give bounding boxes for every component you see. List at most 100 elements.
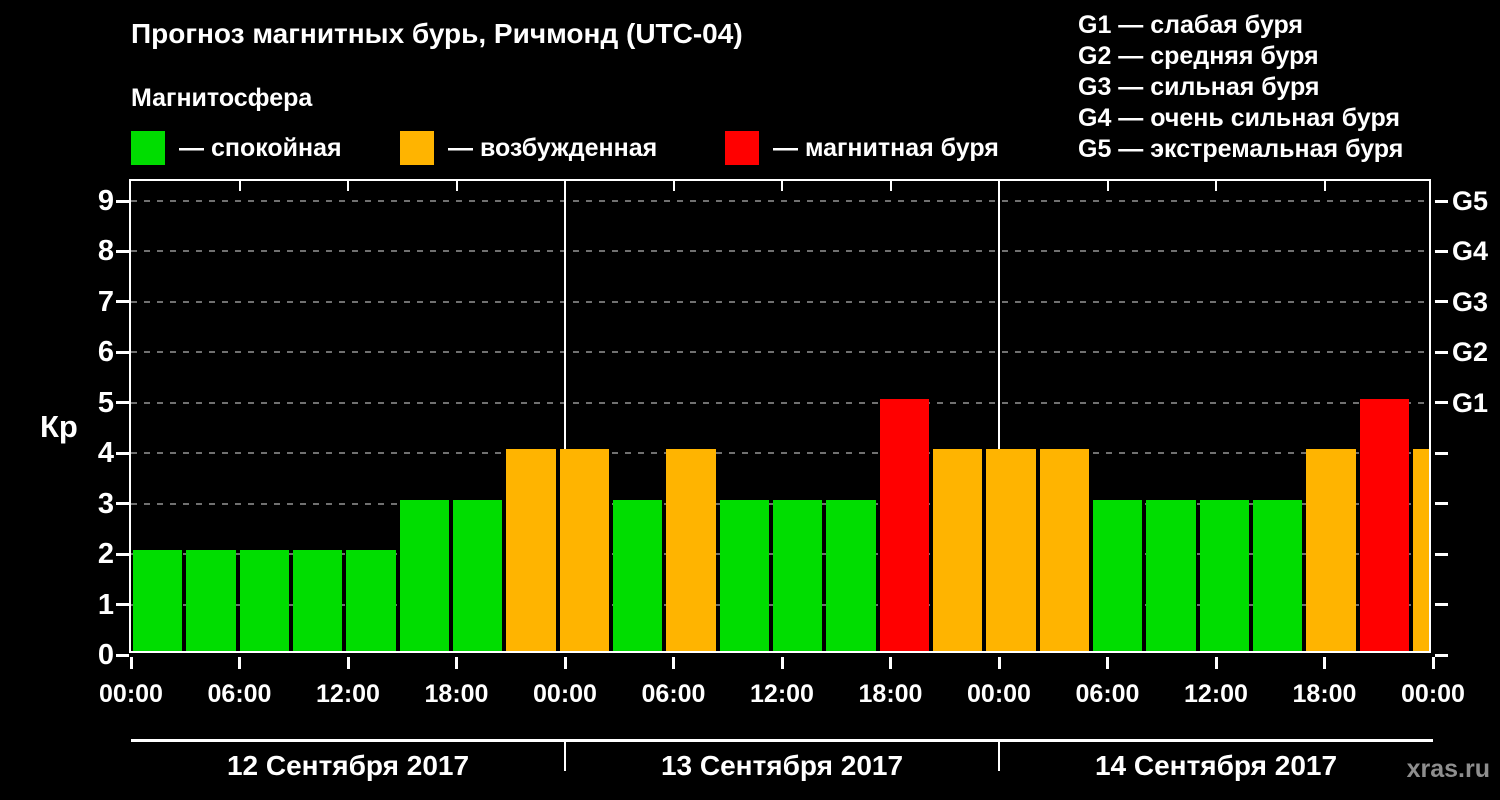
x-tick-label: 00:00 <box>533 680 597 708</box>
chart-title: Прогноз магнитных бурь, Ричмонд (UTC-04) <box>131 18 743 49</box>
y-tick-label: 0 <box>97 639 114 671</box>
x-tick-label: 18:00 <box>1292 680 1357 708</box>
x-tick-mark-bottom <box>563 657 567 669</box>
legend-item-storm: — магнитная буря <box>725 130 999 166</box>
x-tick-mark-bottom <box>1214 657 1218 669</box>
x-tick-mark-top <box>672 181 675 191</box>
g-scale-legend-item: G5 — экстремальная буря <box>1078 135 1404 163</box>
kp-bar <box>293 550 343 651</box>
x-tick-mark-top <box>1106 181 1109 191</box>
right-axis-label-g1: G1 <box>1452 387 1489 418</box>
y-tick-mark-right <box>1435 653 1448 657</box>
x-tick-label: 12:00 <box>316 680 380 708</box>
gridline-kp-5 <box>131 401 1429 404</box>
kp-bar <box>186 550 236 651</box>
y-tick-mark-right <box>1435 552 1448 556</box>
y-tick-mark-right <box>1435 603 1448 607</box>
date-label: 14 Сентября 2017 <box>1094 750 1338 781</box>
x-tick-label: 00:00 <box>99 680 163 708</box>
kp-bar <box>1359 398 1409 651</box>
legend-item-calm: — спокойная <box>131 130 342 166</box>
right-axis-label-g5: G5 <box>1452 186 1489 216</box>
y-tick-label: 4 <box>97 437 114 470</box>
x-tick-label: 00:00 <box>967 680 1031 708</box>
date-axis-line <box>131 739 1433 742</box>
x-tick-mark-bottom <box>455 657 458 669</box>
gridline-kp-9 <box>131 200 1429 202</box>
x-tick-mark-top <box>889 181 892 191</box>
x-tick-label: 12:00 <box>1184 680 1248 708</box>
y-tick-label: 9 <box>97 185 114 217</box>
gridline-kp-8 <box>131 250 1429 253</box>
legend-item-excited: — возбужденная <box>400 130 657 166</box>
chart-subtitle: Магнитосфера <box>131 84 313 112</box>
y-tick-mark-left <box>116 552 129 556</box>
right-axis-label-g3: G3 <box>1452 286 1489 317</box>
storm-color-swatch-icon <box>725 131 759 165</box>
right-axis-label-g2: G2 <box>1452 337 1489 368</box>
x-tick-label: 06:00 <box>1075 680 1140 708</box>
y-tick-mark-left <box>116 300 129 304</box>
calm-color-swatch-icon <box>131 131 165 165</box>
date-label: 12 Сентября 2017 <box>226 750 470 781</box>
y-tick-label: 3 <box>97 487 114 520</box>
excited-color-swatch-icon <box>400 131 434 165</box>
x-tick-mark-bottom <box>238 657 241 669</box>
day-boundary-line <box>564 181 566 454</box>
kp-bar <box>1146 499 1196 651</box>
x-tick-mark-bottom <box>889 657 892 669</box>
g-scale-legend-item: G4 — очень сильная буря <box>1078 104 1400 132</box>
y-tick-mark-left <box>116 350 129 354</box>
y-tick-mark-right <box>1435 249 1448 253</box>
x-tick-mark-bottom <box>780 657 784 669</box>
kp-bar <box>613 499 663 651</box>
kp-bar <box>666 449 716 651</box>
x-tick-label: 18:00 <box>858 680 923 708</box>
legend-item-label: — спокойная <box>179 133 342 162</box>
kp-bar <box>506 449 556 651</box>
x-tick-mark-bottom <box>1323 657 1326 669</box>
kp-bar <box>933 449 983 651</box>
plot-area <box>129 179 1431 653</box>
y-tick-mark-left <box>116 401 129 405</box>
y-tick-label: 8 <box>97 235 114 268</box>
y-tick-label: 5 <box>97 386 114 419</box>
x-tick-mark-top <box>781 181 783 191</box>
kp-bar <box>559 449 609 651</box>
kp-bar <box>879 398 929 651</box>
y-tick-mark-left <box>116 199 129 203</box>
x-tick-label: 06:00 <box>641 680 706 708</box>
x-tick-mark-top <box>455 181 458 191</box>
y-tick-mark-right <box>1435 451 1448 455</box>
legend-item-label: — возбужденная <box>448 133 658 162</box>
g-scale-legend-item: G2 — средняя буря <box>1078 42 1319 70</box>
x-tick-mark-top <box>238 181 241 191</box>
day-boundary-line <box>998 181 1000 454</box>
kp-bar <box>773 499 823 651</box>
y-tick-mark-right <box>1435 502 1448 506</box>
kp-bar <box>986 449 1036 651</box>
kp-bar <box>1199 499 1249 651</box>
kp-bar <box>453 499 503 651</box>
y-tick-mark-left <box>116 249 129 253</box>
x-tick-label: 00:00 <box>1401 680 1465 708</box>
x-tick-label: 12:00 <box>750 680 814 708</box>
kp-bar <box>1306 449 1356 651</box>
x-tick-mark-bottom <box>346 657 350 669</box>
g-scale-legend-item: G3 — сильная буря <box>1078 73 1320 101</box>
y-tick-mark-right <box>1435 300 1448 304</box>
y-tick-mark-right <box>1435 199 1448 203</box>
date-axis-separator <box>564 739 566 771</box>
kp-bar <box>1253 499 1303 651</box>
x-tick-label: 18:00 <box>424 680 489 708</box>
g-scale-legend-item: G1 — слабая буря <box>1078 11 1304 39</box>
date-axis-separator <box>998 739 1000 771</box>
x-tick-mark-bottom <box>1431 657 1435 669</box>
right-axis-label-g4: G4 <box>1452 236 1489 267</box>
y-tick-mark-left <box>116 603 129 607</box>
y-axis-title: Кр <box>40 409 78 444</box>
x-tick-mark-bottom <box>672 657 675 669</box>
y-tick-label: 7 <box>97 285 114 318</box>
y-tick-mark-left <box>116 451 129 455</box>
